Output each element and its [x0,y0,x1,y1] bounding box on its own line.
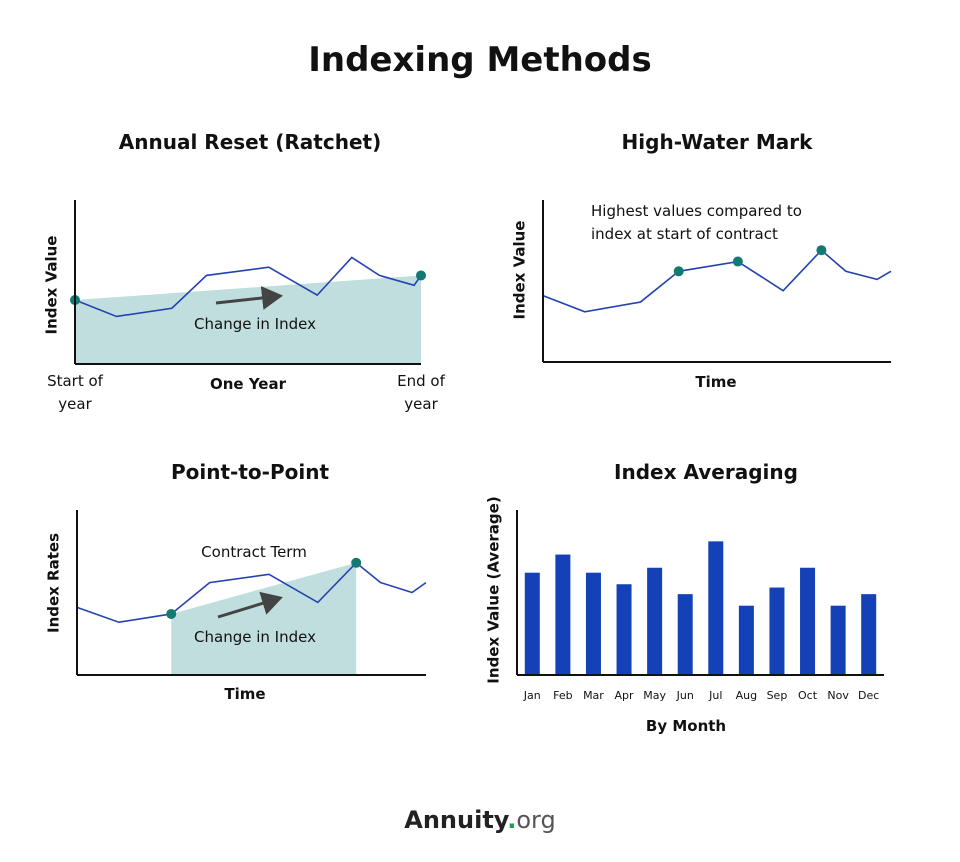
bar [555,554,571,675]
annotation: Change in Index [194,628,316,646]
chart-title: High-Water Mark [621,130,813,154]
bar [677,594,693,675]
bar [861,594,877,675]
x-tick-label: Dec [858,689,879,702]
x-tick-label: Apr [615,689,635,702]
x-axis-label: One Year [209,375,287,393]
bar [585,572,601,675]
chart-title: Annual Reset (Ratchet) [118,130,382,154]
bar [708,541,724,675]
x-tick-label: End of year [397,372,445,413]
y-axis-label: Index Value (Average) [485,496,503,683]
brand-dot: . [507,806,517,834]
highlight-marker [673,266,684,277]
highlight-marker [351,557,362,568]
x-axis-label: Time [695,373,737,391]
index-line [76,561,427,624]
x-tick-label: Mar [583,689,604,702]
annotation: Change in Index [194,315,316,333]
shaded-area [75,275,421,364]
brand-tld: org [516,806,556,834]
annotation: Highest values compared to index at star… [591,202,802,243]
bar [738,605,754,675]
chart-title: Point-to-Point [170,460,330,484]
arrow [217,591,283,619]
bar [616,584,632,675]
shaded-area [171,562,357,675]
index-line [74,256,422,318]
brand-name: Annuity [404,806,508,834]
highlight-marker [732,256,743,267]
x-tick-label: Oct [798,689,818,702]
highlight-marker [816,245,827,256]
annotation: Contract Term [201,543,307,561]
page-title: Indexing Methods [308,40,652,80]
x-tick-label: May [643,689,666,702]
bar [769,587,785,675]
y-axis-label: Index Value [511,221,529,320]
highlight-marker [416,270,426,281]
x-tick-label: Sep [767,689,788,702]
chart-title: Index Averaging [614,460,798,484]
bar [830,605,846,675]
arrow [215,286,283,310]
x-axis-label: Time [224,685,266,703]
highlight-marker [166,608,177,619]
brand-logo: Annuity.org [404,806,555,834]
x-tick-label: Jan [523,689,541,702]
bar [524,572,540,675]
x-tick-label: Nov [827,689,849,702]
y-axis-label: Index Rates [45,533,63,633]
x-tick-label: Jun [676,689,694,702]
x-tick-label: Feb [553,689,572,702]
bar [647,567,663,675]
x-axis-label: By Month [645,717,727,735]
y-axis-label: Index Value [43,236,61,335]
x-tick-label: Start of year [47,372,103,413]
index-line [542,249,892,313]
x-tick-label: Aug [736,689,757,702]
bar [800,567,816,675]
x-tick-label: Jul [708,689,722,702]
